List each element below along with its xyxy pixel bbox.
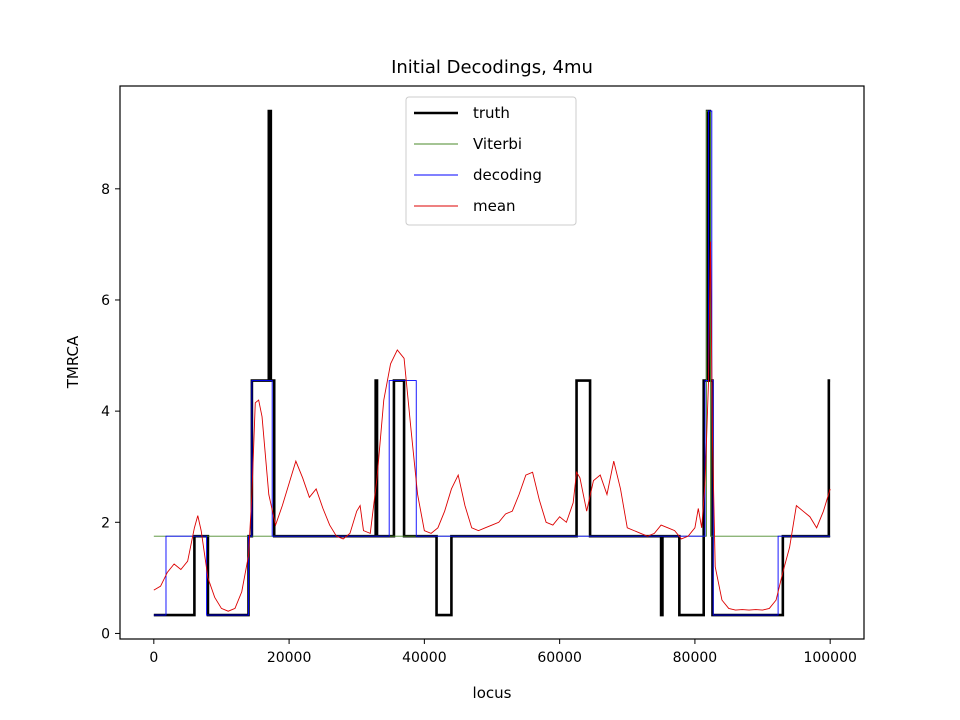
y-tick-label: 2 — [101, 515, 110, 531]
x-tick-label: 80000 — [673, 650, 718, 666]
x-tick-label: 0 — [149, 650, 158, 666]
y-tick-label: 0 — [101, 626, 110, 642]
plot-frame — [119, 85, 865, 640]
series-layer — [153, 109, 831, 617]
series-line-decoding — [153, 110, 831, 616]
x-tick-label: 60000 — [537, 650, 582, 666]
y-tick-label: 4 — [101, 404, 110, 420]
y-tick-label: 6 — [101, 293, 110, 309]
y-axis: 0 2 4 6 8 — [101, 182, 120, 642]
legend-label-mean: mean — [473, 197, 516, 215]
chart-title: Initial Decodings, 4mu — [391, 57, 593, 78]
x-axis: 0 20000 40000 60000 80000 100000 — [149, 639, 857, 666]
y-axis-label: TMRCA — [64, 335, 82, 389]
series-line-mean — [153, 241, 831, 612]
x-tick-label: 100000 — [803, 650, 856, 666]
legend-label-viterbi: Viterbi — [473, 135, 522, 153]
legend-box — [405, 96, 577, 226]
legend: truth Viterbi decoding mean — [405, 96, 577, 226]
legend-label-decoding: decoding — [473, 166, 542, 184]
x-tick-label: 40000 — [402, 650, 447, 666]
x-tick-label: 20000 — [267, 650, 312, 666]
legend-label-truth: truth — [473, 104, 510, 122]
x-axis-label: locus — [473, 684, 512, 702]
y-tick-label: 8 — [101, 182, 110, 198]
